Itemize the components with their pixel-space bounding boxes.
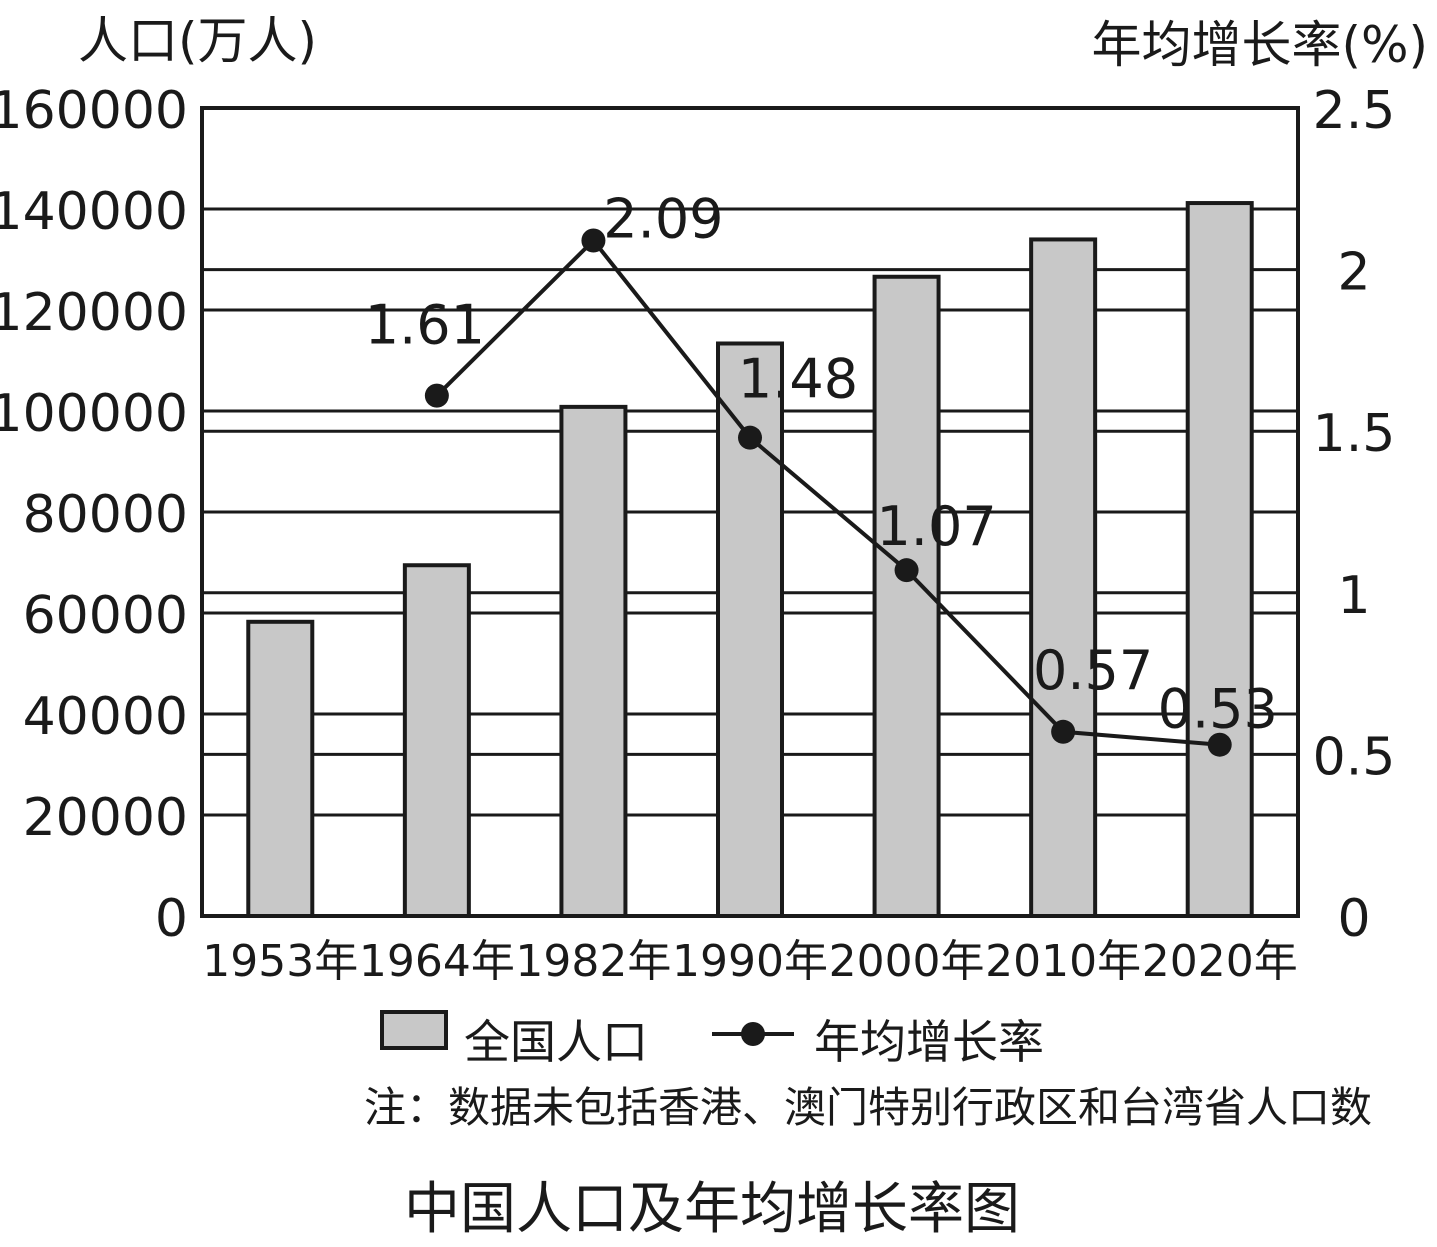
- growth-point-6: [1207, 732, 1232, 757]
- left-tick-2: 40000: [23, 687, 188, 747]
- right-axis-ticks: 0 0.5 1 1.5 2 2.5: [1313, 81, 1396, 949]
- growth-point-3: [738, 425, 762, 450]
- growth-point-4: [894, 558, 919, 583]
- right-tick-5: 2.5: [1313, 81, 1396, 141]
- x-tick-2: 1982年: [515, 936, 671, 987]
- growth-label-2: 2.09: [603, 188, 723, 251]
- bar-4: [872, 274, 941, 918]
- x-axis-ticks: 1953年 1964年 1982年 1990年 2000年 2010年 2020年: [202, 936, 1297, 987]
- growth-label-3: 1.48: [738, 348, 858, 411]
- legend-line-label: 年均增长率: [814, 1015, 1044, 1069]
- legend: 全国人口 年均增长率: [380, 1010, 1044, 1069]
- growth-point-1: [424, 383, 449, 408]
- bar-0: [246, 619, 315, 918]
- right-axis-title: 年均增长率(%): [1091, 16, 1428, 74]
- left-tick-3: 60000: [23, 586, 188, 646]
- plot-frame: [200, 106, 1300, 918]
- chart-title: 中国人口及年均增长率图: [404, 1177, 1020, 1242]
- growth-line: [424, 228, 1232, 757]
- chart-note: 注：数据未包括香港、澳门特别行政区和台湾省人口数: [364, 1083, 1372, 1132]
- left-tick-7: 140000: [0, 182, 188, 242]
- bar-5: [1029, 237, 1098, 918]
- x-tick-6: 2020年: [1142, 936, 1298, 987]
- legend-bar-label: 全国人口: [464, 1015, 648, 1069]
- legend-bar-swatch: [380, 1010, 448, 1050]
- growth-point-5: [1051, 719, 1076, 744]
- bar-6: [1185, 201, 1254, 919]
- legend-line-marker: [741, 1022, 765, 1046]
- left-tick-1: 20000: [23, 788, 188, 848]
- x-tick-4: 2000年: [829, 936, 985, 987]
- right-tick-2: 1: [1337, 566, 1370, 626]
- growth-label-1: 1.61: [365, 294, 485, 357]
- bar-1: [402, 563, 471, 919]
- bars: [246, 201, 1254, 919]
- x-tick-1: 1964年: [359, 936, 515, 987]
- growth-label-5: 0.57: [1033, 639, 1153, 702]
- left-axis-ticks: 0 20000 40000 60000 80000 100000 120000 140000 1…: [0, 81, 188, 949]
- right-tick-0: 0: [1337, 889, 1370, 949]
- growth-label-4: 1.07: [876, 495, 996, 558]
- growth-point-2: [581, 228, 606, 253]
- growth-polyline: [435, 237, 1220, 747]
- right-tick-1: 0.5: [1313, 727, 1396, 787]
- left-axis-title: 人口(万人): [78, 12, 317, 70]
- left-tick-8: 160000: [0, 81, 188, 141]
- bar-2: [559, 404, 628, 918]
- left-tick-6: 120000: [0, 283, 188, 343]
- growth-label-6: 0.53: [1158, 678, 1278, 741]
- x-tick-3: 1990年: [672, 936, 828, 987]
- left-tick-5: 100000: [0, 384, 188, 444]
- left-tick-0: 0: [155, 889, 188, 949]
- left-tick-4: 80000: [23, 485, 188, 545]
- right-tick-3: 1.5: [1313, 404, 1396, 464]
- x-tick-5: 2010年: [985, 936, 1141, 987]
- x-tick-0: 1953年: [202, 936, 358, 987]
- data-labels: 1.61 2.09 1.48 1.07 0.570.53: [365, 188, 1278, 741]
- right-tick-4: 2: [1337, 243, 1370, 303]
